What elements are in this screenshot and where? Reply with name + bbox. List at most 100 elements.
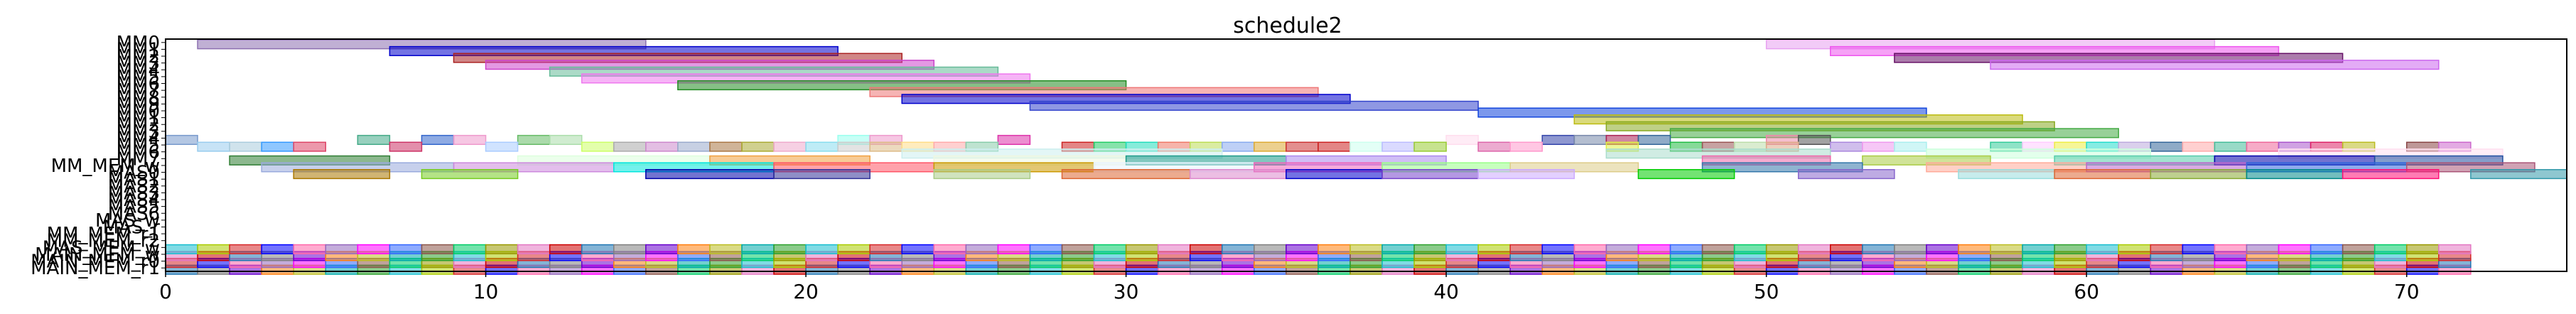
x-tick-label: 10 (473, 280, 499, 303)
memory-slot-bar (1125, 244, 1159, 254)
memory-slot-bar (1894, 244, 1927, 254)
task-bar (2054, 168, 2152, 180)
memory-slot-bar (1830, 244, 1863, 254)
memory-slot-bar (2086, 244, 2120, 254)
x-tick-label: 40 (1433, 280, 1459, 303)
row-label: MM6 (117, 142, 160, 163)
row-label: MAS4 (108, 190, 160, 211)
task-bar (1286, 141, 1319, 152)
chart-title: schedule2 (1233, 13, 1342, 38)
row-label: MM3 (117, 121, 160, 143)
task-bar (2150, 168, 2248, 180)
task-bar (1381, 141, 1415, 152)
memory-slot-bar (933, 244, 967, 254)
task-bar (1317, 141, 1351, 152)
memory-slot-bar (1029, 244, 1063, 254)
memory-slot-bar (1637, 244, 1671, 254)
memory-slot-bar (517, 244, 551, 254)
memory-slot-bar (1317, 244, 1351, 254)
task-bar (1541, 134, 1575, 146)
task-bar (165, 134, 198, 146)
memory-slot-bar (645, 244, 679, 254)
memory-slot-bar (1573, 244, 1607, 254)
task-bar (1061, 168, 1191, 180)
task-bar (485, 141, 519, 152)
row-label: MAS2 (108, 176, 160, 197)
task-bar (1830, 141, 1863, 152)
memory-slot-bar (1926, 244, 1959, 254)
task-bar (1254, 141, 1287, 152)
memory-slot-bar (2118, 244, 2152, 254)
row-label: MM3 (117, 53, 160, 75)
memory-slot-bar (1701, 244, 1735, 254)
task-bar (293, 141, 327, 152)
memory-slot-bar (325, 244, 359, 254)
memory-slot-bar (2246, 244, 2280, 254)
row-labels: MAIN_MEM_r1MAIN_MEM_r0MAIN_MEM_wMAS_MEM_… (31, 33, 166, 279)
memory-slot-bar (2150, 244, 2184, 254)
memory-slot-bar (1157, 244, 1191, 254)
memory-slot-bar (357, 244, 391, 254)
task-bar (421, 168, 519, 180)
task-bar (1349, 141, 1383, 152)
row-label: MM6 (117, 74, 160, 95)
memory-slot-bar (901, 244, 935, 254)
task-bar (517, 134, 551, 146)
task-bar (293, 168, 391, 180)
x-tick-label: 0 (159, 280, 172, 303)
memory-slot-bar (581, 244, 615, 254)
x-tick-label: 20 (793, 280, 819, 303)
task-bar (2182, 141, 2216, 152)
row-label: MAS3 (108, 183, 160, 204)
memory-slot-bar (1509, 244, 1543, 254)
task-bar (1797, 168, 1895, 180)
memory-slot-bar (389, 244, 423, 254)
memory-slot-bar (709, 244, 743, 254)
memory-slot-bar (293, 244, 327, 254)
memory-slot-bar (837, 244, 871, 254)
row-label: MM_MEM_w (51, 156, 160, 177)
task-bar (997, 134, 1031, 146)
memory-slot-bar (229, 244, 262, 254)
memory-slot-bar (997, 244, 1031, 254)
memory-slot-bar (613, 244, 647, 254)
memory-slot-bar (1765, 244, 1799, 254)
row-label: MM7 (117, 148, 160, 170)
row-label: MM2 (117, 114, 160, 136)
row-label: MM4 (117, 128, 160, 149)
task-bar (357, 134, 391, 146)
memory-slot-bar (965, 244, 999, 254)
memory-slot-bar (2310, 244, 2344, 254)
task-bar (197, 141, 230, 152)
memory-slot-bar (1605, 244, 1639, 254)
task-bar (2341, 168, 2440, 180)
task-bar (1637, 134, 1671, 146)
task-bar (645, 141, 679, 152)
x-tick-label: 60 (2074, 280, 2099, 303)
memory-slot-bar (1477, 244, 1511, 254)
memory-slot-bar (1541, 244, 1575, 254)
memory-slot-bar (869, 244, 902, 254)
task-bar (1413, 141, 1447, 152)
task-bar (229, 141, 262, 152)
memory-slot-bar (1222, 244, 1255, 254)
row-label: MM7 (117, 80, 160, 102)
task-bar (549, 134, 583, 146)
task-bar (1990, 60, 2440, 70)
task-bar (261, 141, 294, 152)
x-tick-label: 50 (1754, 280, 1779, 303)
row-label: MM_MEM_r1 (47, 224, 160, 245)
row-label: MM0 (117, 33, 160, 54)
memory-slot-bar (1445, 244, 1479, 254)
task-bar (773, 141, 807, 152)
memory-slot-bar (261, 244, 294, 254)
row-label: MAS0 (108, 163, 160, 184)
row-label: MM8 (117, 87, 160, 109)
task-bar (645, 168, 775, 180)
task-bar (1222, 141, 1255, 152)
row-label: MAS_r (103, 217, 161, 238)
row-label: MAS1 (108, 169, 160, 190)
memory-slot-bar (2278, 244, 2312, 254)
memory-slot-bar (1093, 244, 1127, 254)
